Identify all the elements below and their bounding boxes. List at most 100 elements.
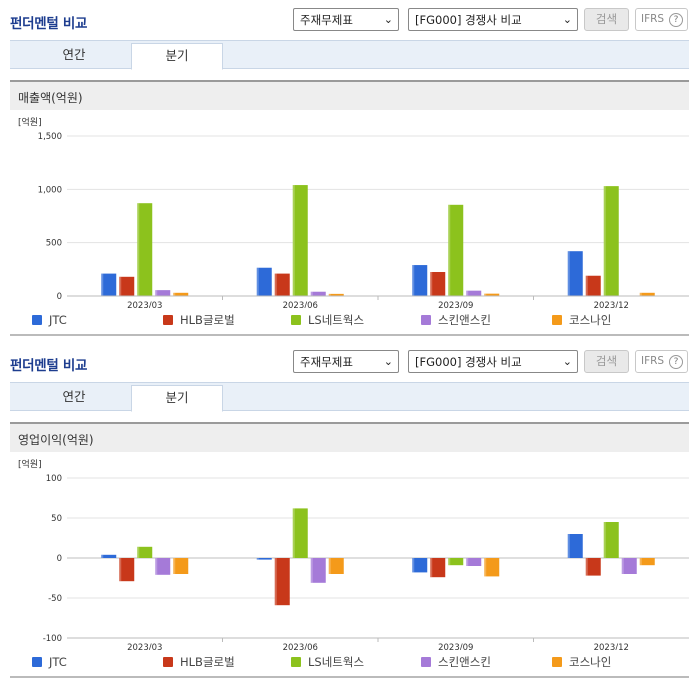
- chevron-down-icon: ⌄: [562, 355, 572, 368]
- bar-series-2023-03: [173, 292, 189, 296]
- bar-highlight: [274, 273, 277, 296]
- bar-series-2023-06: [328, 293, 344, 296]
- legend-swatch: [552, 657, 562, 667]
- bar-ls-2023-12: [603, 522, 619, 558]
- comparison-select[interactable]: [FG000] 경쟁사 비교 ⌄: [408, 350, 578, 373]
- y-tick-label: 100: [46, 474, 62, 484]
- search-button[interactable]: 검색: [584, 8, 629, 31]
- bar-highlight: [639, 292, 642, 296]
- unit-label: [억원]: [18, 458, 42, 470]
- bar-highlight: [603, 186, 606, 296]
- bar-jtc-2023-09: [412, 558, 428, 573]
- bar-series-2023-03: [155, 290, 171, 296]
- bar-jtc-2023-03: [101, 554, 117, 558]
- bar-hlb-2023-09: [430, 558, 446, 578]
- tab-quarter[interactable]: 분기: [131, 43, 223, 70]
- tab-annual[interactable]: 연간: [62, 47, 86, 62]
- bar-ls-2023-09: [448, 558, 464, 566]
- tab-quarter[interactable]: 분기: [131, 385, 223, 412]
- legend-label: LS네트웍스: [308, 655, 365, 669]
- bar-highlight: [173, 558, 176, 574]
- operating-profit-chart: [억원] -100 -50 0 50 100 2023/03 2023/06 2023/09 20…: [18, 458, 689, 650]
- legend-swatch: [291, 315, 301, 325]
- bar-series-2023-12: [621, 558, 637, 574]
- bar-hlb-2023-09: [430, 272, 446, 296]
- y-tick-label: 0: [57, 554, 62, 564]
- ifrs-button[interactable]: IFRS ?: [635, 350, 688, 373]
- tab-annual[interactable]: 연간: [62, 389, 86, 404]
- ifrs-button[interactable]: IFRS ?: [635, 8, 688, 31]
- bar-ls-2023-06: [292, 185, 308, 296]
- section-divider: [10, 334, 689, 336]
- legend-swatch: [32, 657, 42, 667]
- x-tick-label: 2023/03: [127, 643, 162, 650]
- bar-highlight: [310, 291, 313, 296]
- legend-item-jtc[interactable]: JTC: [32, 655, 67, 671]
- bar-series-2023-12: [639, 292, 655, 296]
- legend-item-series[interactable]: 코스나인: [552, 655, 611, 671]
- section-divider: [10, 676, 689, 678]
- statement-select-value: 주재무제표: [300, 13, 353, 27]
- bar-jtc-2023-09: [412, 265, 428, 296]
- bar-highlight: [137, 203, 140, 296]
- bar-series-2023-09: [466, 290, 482, 296]
- period-tabs: 연간 분기: [10, 382, 689, 412]
- bar-highlight: [137, 546, 140, 558]
- chart-header: 매출액(억원): [10, 80, 689, 110]
- help-icon: ?: [669, 355, 683, 369]
- legend-label: HLB글로벌: [180, 655, 235, 669]
- y-tick-label: 50: [51, 514, 62, 524]
- legend-swatch: [421, 657, 431, 667]
- bar-highlight: [466, 558, 469, 566]
- bar-series-2023-09: [466, 558, 482, 566]
- chart-header: 영업이익(억원): [10, 422, 689, 452]
- bar-highlight: [585, 275, 588, 296]
- legend-item-ls[interactable]: LS네트웍스: [291, 313, 364, 329]
- x-tick-label: 2023/06: [283, 301, 318, 308]
- legend-item-hlb[interactable]: HLB글로벌: [163, 313, 235, 329]
- bar-highlight: [274, 558, 277, 606]
- statement-select[interactable]: 주재무제표 ⌄: [293, 8, 399, 31]
- legend-item-hlb[interactable]: HLB글로벌: [163, 655, 235, 671]
- section-header: 펀더멘털 비교 주재무제표 ⌄ [FG000] 경쟁사 비교 ⌄ 검색 IFRS…: [0, 342, 696, 382]
- bar-highlight: [603, 522, 606, 558]
- bar-highlight: [155, 558, 158, 575]
- ifrs-label: IFRS: [641, 13, 665, 25]
- comparison-select[interactable]: [FG000] 경쟁사 비교 ⌄: [408, 8, 578, 31]
- legend-item-series[interactable]: 스킨앤스킨: [421, 655, 491, 671]
- legend-swatch: [163, 657, 173, 667]
- bar-highlight: [119, 558, 122, 582]
- bar-hlb-2023-03: [119, 276, 135, 296]
- bar-highlight: [448, 558, 451, 566]
- bar-highlight: [412, 265, 415, 296]
- chevron-down-icon: ⌄: [383, 13, 393, 26]
- bar-highlight: [430, 272, 433, 296]
- legend-item-series[interactable]: 스킨앤스킨: [421, 313, 491, 329]
- legend-item-series[interactable]: 코스나인: [552, 313, 611, 329]
- chart-legend: JTC HLB글로벌 LS네트웍스 스킨앤스킨 코스나인: [10, 655, 689, 671]
- comparison-select-value: [FG000] 경쟁사 비교: [415, 355, 522, 369]
- bar-highlight: [155, 290, 158, 296]
- bar-highlight: [567, 251, 570, 296]
- y-tick-label: -100: [43, 634, 62, 644]
- operating-profit-section: 펀더멘털 비교 주재무제표 ⌄ [FG000] 경쟁사 비교 ⌄ 검색 IFRS…: [0, 342, 696, 684]
- legend-label: JTC: [49, 313, 67, 327]
- bar-highlight: [639, 558, 642, 566]
- statement-select[interactable]: 주재무제표 ⌄: [293, 350, 399, 373]
- legend-swatch: [421, 315, 431, 325]
- legend-swatch: [291, 657, 301, 667]
- bar-series-2023-12: [639, 558, 655, 566]
- bar-series-2023-03: [173, 558, 189, 574]
- legend-label: JTC: [49, 655, 67, 669]
- legend-item-ls[interactable]: LS네트웍스: [291, 655, 364, 671]
- legend-label: HLB글로벌: [180, 313, 235, 327]
- x-tick-label: 2023/09: [438, 643, 473, 650]
- bar-highlight: [484, 293, 487, 296]
- legend-item-jtc[interactable]: JTC: [32, 313, 67, 329]
- x-tick-label: 2023/03: [127, 301, 162, 308]
- legend-label: 코스나인: [569, 655, 612, 669]
- bar-series-2023-03: [155, 558, 171, 575]
- y-tick-label: -50: [48, 594, 62, 604]
- chart-title: 영업이익(억원): [18, 433, 94, 447]
- search-button[interactable]: 검색: [584, 350, 629, 373]
